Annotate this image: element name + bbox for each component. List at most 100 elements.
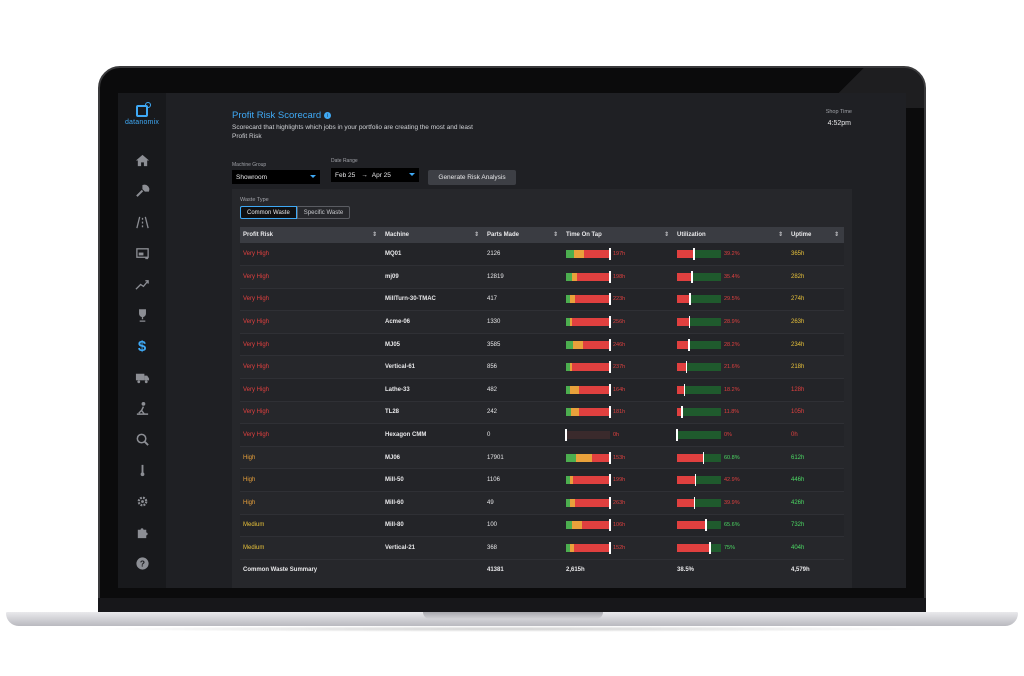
bar-marker <box>609 361 611 374</box>
bar-marker <box>609 474 611 487</box>
profit-risk-cell: Very High <box>240 423 382 447</box>
utilization-bar <box>677 496 721 509</box>
header-time-on-tap[interactable]: Time On Tap ⇕ <box>566 232 669 238</box>
bar-segment-red <box>677 250 695 259</box>
worker-icon[interactable] <box>118 393 166 424</box>
header-utilization[interactable]: Utilization ⇕ <box>677 232 783 238</box>
machine-cell: Vertical-21 <box>382 536 484 560</box>
gear-icon[interactable] <box>118 486 166 517</box>
profit-risk-cell: Medium <box>240 536 382 560</box>
help-icon[interactable]: ? <box>118 548 166 579</box>
summary-uptime: 4,579h <box>788 559 844 580</box>
road-icon[interactable] <box>118 207 166 238</box>
table-row[interactable]: Very High mj09 12819 198h 35.4% 282h <box>240 265 844 289</box>
uptime-cell: 274h <box>788 288 844 312</box>
bar-segment-orange <box>573 340 583 349</box>
bar-segment-green <box>710 544 721 553</box>
page-title: Profit Risk Scorecard i <box>232 110 332 121</box>
date-range-select[interactable]: Feb 25 → Apr 25 <box>331 168 419 182</box>
table-row[interactable]: Very High Lathe-33 482 164h 18.2% 128h <box>240 378 844 402</box>
bar-segment-orange <box>569 363 573 372</box>
bar-marker <box>691 270 693 283</box>
bar-segment-orange <box>570 295 575 304</box>
table-row[interactable]: Very High Hexagon CMM 0 0h 0% 0h <box>240 423 844 447</box>
thermometer-icon[interactable] <box>118 455 166 486</box>
bar-marker <box>609 248 611 261</box>
bar-segment-green <box>566 318 570 327</box>
table-row[interactable]: Medium Mill-80 100 106h 65.6% 732h <box>240 514 844 538</box>
wrench-icon[interactable] <box>118 176 166 207</box>
bar-segment-green <box>566 476 571 485</box>
truck-icon[interactable] <box>118 362 166 393</box>
bar-segment-orange <box>570 498 575 507</box>
bar-marker <box>609 316 611 329</box>
machine-cell: Mill-80 <box>382 514 484 538</box>
bar-marker <box>693 496 696 509</box>
time-on-tap-bar <box>566 496 611 509</box>
common-waste-option[interactable]: Common Waste <box>240 206 297 219</box>
generate-risk-analysis-button[interactable]: Generate Risk Analysis <box>428 170 516 185</box>
sort-icon: ⇕ <box>473 232 479 238</box>
shop-time-label: Shop Time <box>825 109 852 115</box>
sidebar: datanomix $ <box>118 93 166 588</box>
profit-risk-cell: Very High <box>240 333 382 357</box>
puzzle-icon[interactable] <box>118 517 166 548</box>
table-row[interactable]: Very High TL28 242 181h 11.8% 105h <box>240 401 844 425</box>
bar-segment-red <box>677 385 685 394</box>
bar-segment-green <box>689 340 721 349</box>
utilization-bar <box>677 519 721 532</box>
brand-logo[interactable]: datanomix <box>118 102 166 126</box>
bar-segment-green <box>566 521 573 530</box>
header-parts-made[interactable]: Parts Made ⇕ <box>487 232 558 238</box>
header-uptime[interactable]: Uptime ⇕ <box>791 232 839 238</box>
table-row[interactable]: Very High MJ05 3585 246h 28.2% 234h <box>240 333 844 357</box>
uptime-cell: 404h <box>788 536 844 560</box>
laptop-base <box>6 612 1018 626</box>
profit-risk-cell: High <box>240 468 382 493</box>
utilization-value: 11.8% <box>724 409 740 416</box>
time-on-tap-cell: 197h <box>563 243 674 267</box>
table-row[interactable]: Very High MillTurn-30-TMAC 417 223h 29.5% 274… <box>240 288 844 312</box>
header-machine[interactable]: Machine ⇕ <box>385 232 479 238</box>
utilization-value: 18.2% <box>724 386 740 393</box>
time-on-tap-value: 152h <box>613 545 626 552</box>
table-row[interactable]: Very High Acme-06 1330 256h 28.9% 263h <box>240 310 844 334</box>
utilization-cell: 28.9% <box>674 310 788 334</box>
table-row[interactable]: High Mill-50 1106 199h 42.9% 446h <box>240 468 844 493</box>
machine-group-select[interactable]: Showroom <box>232 170 320 184</box>
utilization-cell: 18.2% <box>674 378 788 402</box>
utilization-bar <box>677 542 721 555</box>
search-zoom-icon[interactable] <box>118 424 166 455</box>
specific-waste-option[interactable]: Specific Waste <box>296 206 351 219</box>
bar-segment-orange <box>570 385 580 394</box>
time-on-tap-cell: 106h <box>563 514 674 538</box>
bar-marker <box>683 383 686 396</box>
time-on-tap-cell: 263h <box>563 491 674 515</box>
table-row[interactable]: Medium Vertical-21 368 152h 75% 404h <box>240 536 844 560</box>
home-icon[interactable] <box>118 145 166 176</box>
utilization-value: 39.9% <box>724 499 740 506</box>
summary-label: Common Waste Summary <box>240 559 382 580</box>
time-on-tap-bar <box>566 338 611 351</box>
profit-risk-cell: High <box>240 491 382 515</box>
trophy-icon[interactable] <box>118 300 166 331</box>
table-row[interactable]: Very High MQ01 2126 197h 39.2% 365h <box>240 243 844 267</box>
utilization-bar <box>677 383 721 396</box>
profit-risk-cell: Very High <box>240 355 382 380</box>
dashboard-icon[interactable] <box>118 238 166 269</box>
bar-marker <box>609 383 611 396</box>
bar-marker <box>609 519 611 532</box>
header-profit-risk[interactable]: Profit Risk ⇕ <box>243 232 377 238</box>
table-row[interactable]: High Mill-60 49 263h 39.9% 426h <box>240 491 844 515</box>
utilization-value: 75% <box>724 545 736 552</box>
utilization-bar <box>677 406 721 419</box>
trend-icon[interactable] <box>118 269 166 300</box>
bar-segment-red <box>579 408 610 417</box>
table-row[interactable]: Very High Vertical-61 856 237h 21.6% 218h <box>240 355 844 380</box>
bar-segment-red <box>592 453 610 462</box>
dollar-icon[interactable]: $ <box>118 331 166 362</box>
info-icon[interactable]: i <box>324 112 332 119</box>
bar-marker <box>609 406 611 419</box>
waste-type-label: Waste Type <box>240 197 269 203</box>
table-row[interactable]: High MJ06 17901 153h 60.8% 612h <box>240 446 844 470</box>
